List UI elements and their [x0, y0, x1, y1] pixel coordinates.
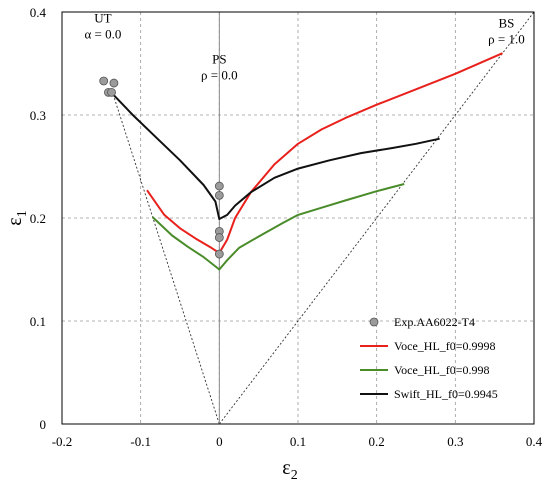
annotation-bs-label: BS	[499, 15, 515, 30]
y-tick-labels: 0 0.1 0.2 0.3 0.4	[30, 5, 47, 432]
data-point-exp-aa6022-t4	[214, 190, 224, 200]
series-line-swift-hl-f0-0-9945	[112, 93, 440, 220]
data-point-exp-aa6022-t4	[109, 78, 119, 88]
x-tick-labels: -0.2 -0.1 0 0.1 0.2 0.3 0.4	[52, 434, 543, 449]
legend-label-swift-hl-f0-0-9945: Swift_HL_f0=0.9945	[394, 387, 498, 401]
y-axis-label: ε1	[4, 210, 30, 225]
y-tick-label: 0	[40, 417, 47, 432]
y-tick-label: 0.2	[30, 211, 46, 226]
legend-label-voce-hl-f0-0-998: Voce_HL_f0=0.998	[394, 363, 490, 377]
x-tick-label: 0.4	[526, 434, 543, 449]
y-tick-label: 0.1	[30, 314, 46, 329]
legend: Exp.AA6022-T4 Voce_HL_f0=0.9998 Voce_HL_f0…	[360, 315, 498, 401]
y-axis-label-main: ε	[4, 217, 26, 225]
plot-frame	[61, 11, 535, 425]
grid	[62, 12, 534, 424]
y-tick-label: 0.3	[30, 108, 46, 123]
data-point-exp-aa6022-t4	[214, 181, 224, 191]
annotation-ut-label: UT	[94, 10, 111, 25]
reference-line-bs	[218, 11, 535, 425]
series-points	[99, 76, 224, 259]
x-tick-label: 0.3	[447, 434, 463, 449]
legend-marker-exp-aa6022-t4	[369, 317, 379, 327]
annotation-ps-label: PS	[212, 52, 226, 67]
x-axis-label: ε2	[282, 457, 297, 483]
annotations: UTα = 0.0 PSρ = 0.0 BSρ = 1.0	[84, 10, 524, 82]
data-point-exp-aa6022-t4	[214, 249, 224, 259]
annotation-ps-value: ρ = 0.0	[201, 68, 238, 83]
legend-label-voce-hl-f0-0-9998: Voce_HL_f0=0.9998	[394, 339, 496, 353]
legend-label-exp-aa6022-t4: Exp.AA6022-T4	[394, 315, 475, 329]
reference-line-ut	[112, 94, 220, 425]
y-axis-label-sub: 1	[15, 210, 30, 217]
x-tick-label: 0.1	[290, 434, 306, 449]
data-point-exp-aa6022-t4	[107, 87, 116, 97]
annotation-ut-value: α = 0.0	[84, 26, 121, 41]
x-axis-label-sub: 2	[291, 468, 298, 483]
x-tick-label: 0	[216, 434, 223, 449]
y-tick-label: 0.4	[30, 5, 47, 20]
data-point-exp-aa6022-t4	[99, 76, 109, 86]
series-lines	[112, 52, 503, 271]
annotation-bs-value: ρ = 1.0	[488, 31, 525, 46]
data-point-exp-aa6022-t4	[214, 233, 224, 242]
x-tick-label: 0.2	[369, 434, 385, 449]
x-axis-label-main: ε	[282, 457, 290, 479]
x-tick-label: -0.2	[52, 434, 73, 449]
series-line-voce-hl-f0-0-998	[151, 183, 405, 271]
x-tick-label: -0.1	[130, 434, 151, 449]
